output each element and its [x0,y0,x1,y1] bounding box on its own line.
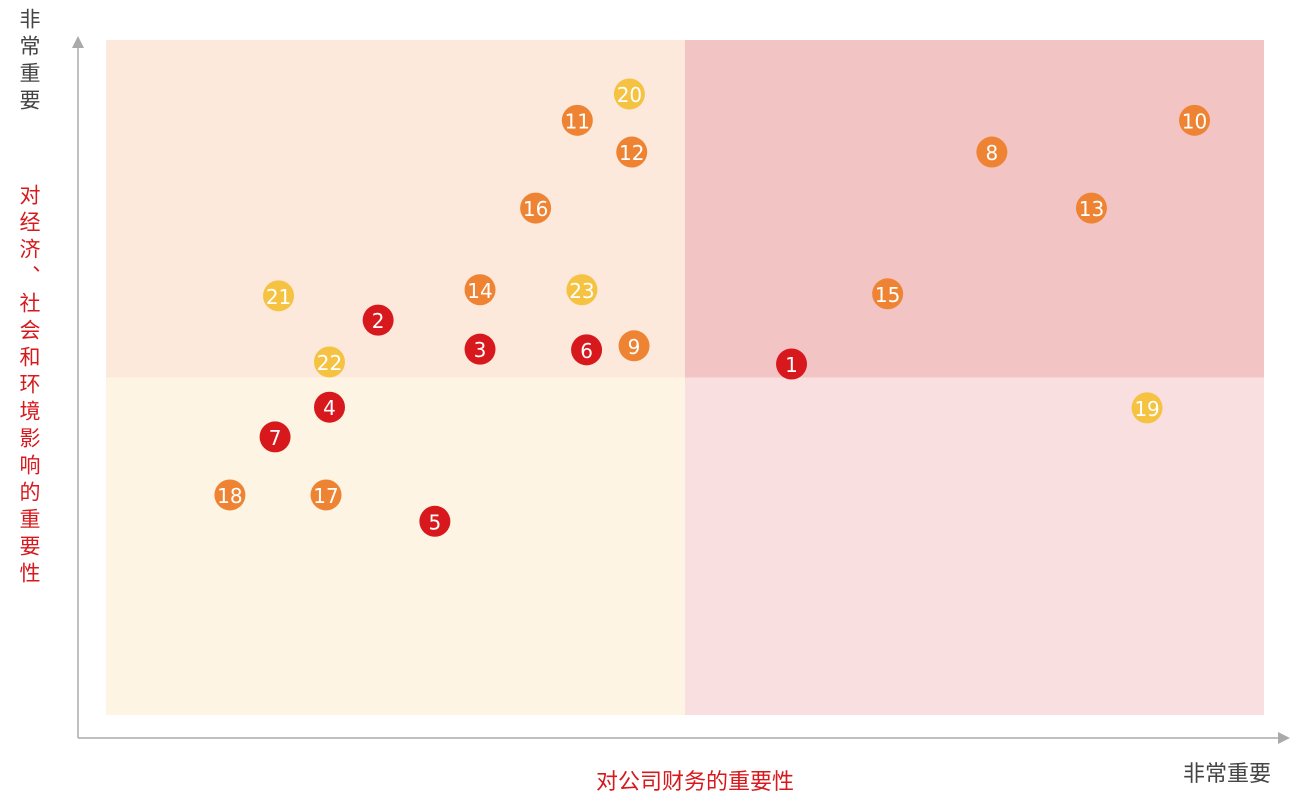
point [613,78,645,110]
point [1131,392,1163,424]
point-label: 2 [372,309,385,333]
x-axis-label: 对公司财务的重要性 [596,770,795,795]
point [566,274,598,306]
point-label: 20 [617,83,642,107]
point [872,278,904,310]
point [616,136,648,168]
quadrant [685,377,1264,715]
point [561,104,593,136]
point [520,192,552,224]
point [776,348,808,380]
point [214,479,246,511]
point-label: 16 [523,197,548,221]
point-label: 7 [269,426,282,450]
point-label: 9 [628,335,641,359]
quadrants [106,40,1264,715]
point [976,136,1008,168]
y-axis-top-label: 非常重要 [17,8,41,116]
point [464,333,496,365]
x-axis-end-label: 非常重要 [1183,762,1272,787]
point [571,334,603,366]
point-label: 3 [474,338,487,362]
point-label: 21 [266,285,291,309]
point-label: 17 [313,484,338,508]
point-label: 8 [986,141,999,165]
y-axis-label: 对经济、社会和环境影响的重要性 [17,184,41,589]
point-label: 19 [1134,397,1159,421]
point-label: 6 [580,339,593,363]
point [362,304,394,336]
point-label: 15 [875,283,900,307]
point-label: 22 [317,351,342,375]
point [618,330,650,362]
point-label: 12 [619,141,644,165]
point-label: 18 [217,484,242,508]
point-label: 10 [1182,109,1207,133]
point-label: 1 [785,353,798,377]
point-label: 4 [323,396,336,420]
point [1075,192,1107,224]
point-label: 14 [467,279,492,303]
point [313,346,345,378]
point [310,479,342,511]
point [263,280,295,312]
point-label: 13 [1079,197,1104,221]
quadrant [106,40,685,378]
quadrant [106,377,685,715]
point [419,505,451,537]
point-label: 11 [565,109,590,133]
point [464,274,496,306]
point-label: 5 [429,510,442,534]
quadrant [685,40,1264,378]
point [1179,104,1211,136]
point [313,391,345,423]
point [259,421,291,453]
point-label: 23 [569,279,594,303]
